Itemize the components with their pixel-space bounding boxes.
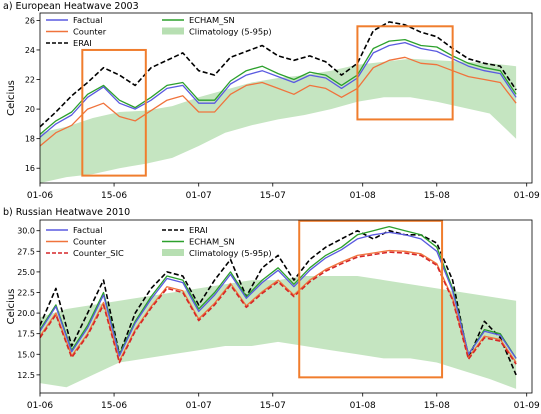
y-tick-label: 30.0: [17, 227, 35, 236]
y-tick-label: 20: [25, 105, 35, 114]
legend-label: ECHAM_SN: [189, 15, 235, 25]
panel-european-heatwave-2003: 01-06 15-06 01-07 15-07 01-08 15-08 01-09 16 18 2…: [3, 1, 540, 201]
legend-label: Climatology (5-95p): [189, 27, 272, 37]
x-tick-label: 01-09: [514, 191, 540, 201]
x-tick-label: 01-06: [27, 191, 53, 201]
highlight-box-2: [356, 25, 454, 121]
panel-russian-heatwave-2010: 01-06 15-06 01-07 15-07 01-08 15-08 01-09 12.5 1…: [3, 207, 540, 411]
legend-item-factual: Factual: [46, 225, 103, 235]
x-tick-label: 15-06: [101, 401, 127, 411]
y-tick-label: 12.5: [17, 371, 35, 380]
highlight-box-1: [298, 219, 444, 379]
axes-frame: [39, 12, 533, 184]
legend-item-counter-sic: Counter_SIC: [46, 248, 124, 258]
series-factual-line: [40, 231, 517, 359]
y-axis-label: Celcius: [6, 80, 17, 116]
x-tick-label: 01-06: [27, 401, 53, 411]
legend-item-echam-sn: ECHAM_SN: [162, 237, 235, 247]
x-tick-label: 01-08: [350, 401, 376, 411]
legend-item-climatology-5-95p: Climatology (5-95p): [162, 27, 272, 37]
series-counter-line: [40, 56, 517, 147]
legend-label: Climatology (5-95p): [189, 248, 272, 258]
series-factual-line: [40, 41, 517, 138]
series-counter-sic-line: [40, 251, 517, 365]
legend-item-climatology-5-95p: Climatology (5-95p): [162, 248, 272, 258]
legend-item-erai: ERAI: [162, 225, 208, 235]
legend-swatch: [162, 249, 184, 256]
x-tick-label: 15-07: [260, 401, 286, 411]
legend-item-counter: Counter: [46, 237, 107, 247]
highlight-box-1: [81, 48, 147, 177]
x-tick-label: 01-09: [514, 401, 540, 411]
y-tick-label: 17.5: [17, 330, 35, 339]
legend-label: Counter: [73, 27, 107, 37]
plot-area: [40, 225, 517, 389]
legend-item-erai: ERAI: [46, 38, 92, 48]
y-tick-label: 27.5: [17, 247, 35, 256]
axes-frame: [39, 219, 533, 394]
legend-label: Factual: [73, 15, 103, 25]
series-climatology-5-95p-band: [40, 58, 517, 183]
legend-label: Counter: [73, 237, 107, 247]
y-tick-label: 15.0: [17, 350, 35, 359]
y-tick-label: 22: [25, 76, 35, 85]
panel-title: a) European Heatwave 2003: [3, 1, 139, 12]
legend-item-echam-sn: ECHAM_SN: [162, 15, 235, 25]
y-tick-label: 25.0: [17, 268, 35, 277]
y-tick-label: 16: [25, 164, 35, 173]
plot-area: [40, 21, 517, 183]
y-tick-label: 24: [25, 46, 35, 55]
legend-label: ECHAM_SN: [189, 237, 235, 247]
x-tick-label: 01-07: [186, 401, 212, 411]
legend-item-counter: Counter: [46, 27, 107, 37]
series-climatology-5-95p-band: [40, 276, 517, 389]
y-tick-label: 20.0: [17, 309, 35, 318]
panel-title: b) Russian Heatwave 2010: [3, 207, 130, 218]
y-axis-label: Celcius: [6, 289, 17, 325]
legend-label: Counter_SIC: [73, 248, 124, 258]
legend-label: ERAI: [189, 225, 208, 235]
legend-label: Factual: [73, 225, 103, 235]
x-tick-label: 15-07: [260, 191, 286, 201]
legend-item-factual: Factual: [46, 15, 103, 25]
legend-swatch: [162, 27, 184, 35]
legend-label: ERAI: [73, 38, 92, 48]
x-tick-label: 01-07: [186, 191, 212, 201]
y-tick-label: 26: [25, 16, 35, 25]
series-echam-sn-line: [40, 38, 517, 135]
y-tick-label: 18: [25, 135, 35, 144]
x-tick-label: 15-08: [424, 191, 450, 201]
x-tick-label: 01-08: [350, 191, 376, 201]
x-tick-label: 15-08: [424, 401, 450, 411]
y-tick-label: 22.5: [17, 288, 35, 297]
x-tick-label: 15-06: [101, 191, 127, 201]
